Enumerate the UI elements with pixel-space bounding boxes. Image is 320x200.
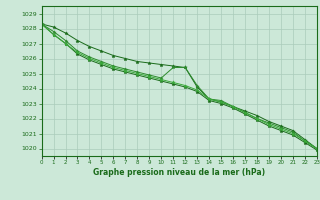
X-axis label: Graphe pression niveau de la mer (hPa): Graphe pression niveau de la mer (hPa) [93, 168, 265, 177]
